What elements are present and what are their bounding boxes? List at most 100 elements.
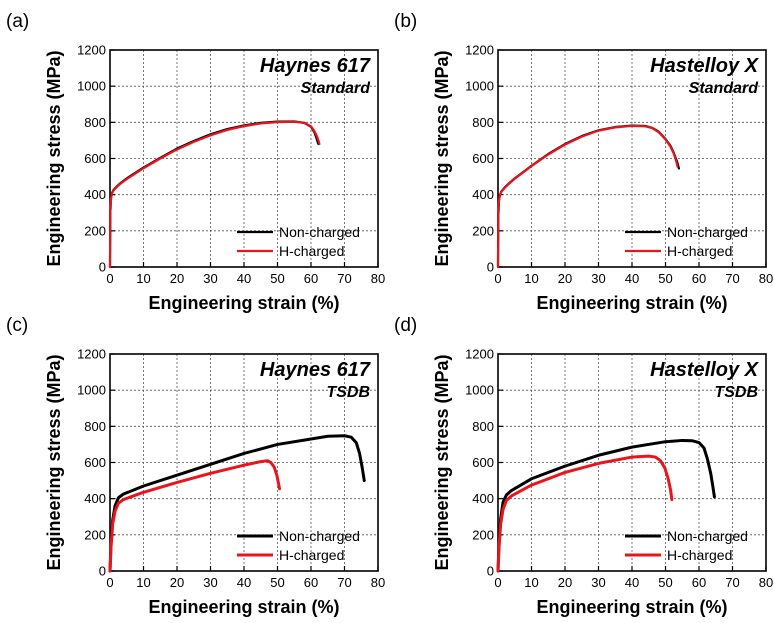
legend-label: Non-charged [667,528,748,544]
chart-title: Haynes 617 [260,359,371,381]
y-tick-label: 1200 [465,347,494,362]
x-tick-label: 20 [170,271,184,286]
x-tick-label: 40 [237,575,251,590]
legend-label: Non-charged [667,224,748,240]
y-tick-label: 200 [84,527,106,542]
x-tick-label: 10 [524,271,538,286]
x-tick-label: 20 [558,575,572,590]
x-tick-label: 60 [692,271,706,286]
x-tick-label: 50 [270,271,284,286]
series-line-non-charged [496,438,716,573]
y-axis-label: Engineering stress (MPa) [44,354,64,570]
y-tick-label: 800 [84,419,106,434]
y-tick-label: 1000 [465,383,494,398]
panel-c: (c)0 10 20 30 40 50 60 70 8002004006008001000120… [6,315,385,617]
y-tick-label: 600 [84,151,106,166]
panel-label: (b) [394,11,417,32]
x-tick-label: 30 [591,575,605,590]
x-tick-label: 0 [106,271,113,286]
y-tick-label: 0 [487,260,494,275]
series-line-h-charged [496,454,674,573]
x-tick-label: 70 [337,575,351,590]
y-tick-label: 800 [472,419,494,434]
x-tick-label: 80 [371,575,385,590]
x-tick-label: 30 [591,271,605,286]
y-tick-label: 800 [84,115,106,130]
chart-subtitle: TSDB [326,384,370,401]
y-tick-label: 0 [99,564,106,579]
x-tick-label: 70 [337,271,351,286]
series-line-non-charged [108,434,366,573]
y-tick-label: 1000 [77,383,106,398]
y-tick-label: 1000 [77,79,106,94]
x-tick-label: 50 [270,575,284,590]
y-tick-label: 0 [487,564,494,579]
series-line-h-charged [108,459,282,573]
y-tick-label: 1200 [77,43,106,58]
x-tick-label: 10 [524,575,538,590]
y-tick-label: 1200 [465,43,494,58]
legend-label: H-charged [667,243,732,259]
x-tick-label: 0 [494,575,501,590]
y-tick-label: 200 [84,223,106,238]
x-tick-label: 40 [237,271,251,286]
x-tick-label: 20 [558,271,572,286]
chart-title: Haynes 617 [260,55,371,77]
y-tick-label: 600 [472,151,494,166]
x-tick-label: 50 [658,271,672,286]
x-axis-label: Engineering strain (%) [536,597,727,617]
x-tick-label: 30 [203,575,217,590]
chart-subtitle: Standard [689,80,760,97]
x-tick-label: 0 [106,575,113,590]
x-tick-label: 10 [136,271,150,286]
y-tick-label: 0 [99,260,106,275]
y-tick-label: 400 [472,491,494,506]
y-tick-label: 600 [472,455,494,470]
series-line-non-charged [496,124,680,269]
y-tick-label: 400 [84,491,106,506]
y-axis-label: Engineering stress (MPa) [432,354,452,570]
x-tick-label: 70 [725,575,739,590]
chart-title: Hastelloy X [650,359,759,381]
x-tick-label: 30 [203,271,217,286]
y-axis-label: Engineering stress (MPa) [432,50,452,266]
panel-label: (a) [6,11,29,32]
x-tick-label: 60 [304,271,318,286]
series-line-h-charged [496,124,679,269]
chart-title: Hastelloy X [650,55,759,77]
panel-d: (d)0 10 20 30 40 50 60 70 8002004006008001000120… [394,315,773,617]
y-tick-label: 200 [472,527,494,542]
x-tick-label: 50 [658,575,672,590]
x-tick-label: 80 [371,271,385,286]
y-tick-label: 800 [472,115,494,130]
x-tick-label: 40 [625,575,639,590]
panel-label: (c) [6,315,28,336]
legend-label: Non-charged [279,224,360,240]
x-axis-label: Engineering strain (%) [148,293,339,313]
x-tick-label: 0 [494,271,501,286]
legend-label: Non-charged [279,528,360,544]
y-tick-label: 1200 [77,347,106,362]
x-tick-label: 80 [759,575,773,590]
panel-a: (a)0 10 20 30 40 50 60 70 8002004006008001000120… [6,11,385,313]
panel-label: (d) [394,315,417,336]
x-axis-label: Engineering strain (%) [536,293,727,313]
y-tick-label: 200 [472,223,494,238]
x-tick-label: 60 [304,575,318,590]
y-tick-label: 400 [84,187,106,202]
x-tick-label: 40 [625,271,639,286]
y-tick-label: 600 [84,455,106,470]
y-tick-label: 1000 [465,79,494,94]
legend-label: H-charged [279,243,344,259]
x-tick-label: 60 [692,575,706,590]
x-tick-label: 70 [725,271,739,286]
chart-subtitle: Standard [301,80,372,97]
y-axis-label: Engineering stress (MPa) [44,50,64,266]
x-tick-label: 80 [759,271,773,286]
panel-b: (b)0 10 20 30 40 50 60 70 8002004006008001000120… [394,11,773,313]
y-tick-label: 400 [472,187,494,202]
chart-subtitle: TSDB [714,384,758,401]
series-line-h-charged [108,120,321,269]
legend-label: H-charged [667,547,732,563]
